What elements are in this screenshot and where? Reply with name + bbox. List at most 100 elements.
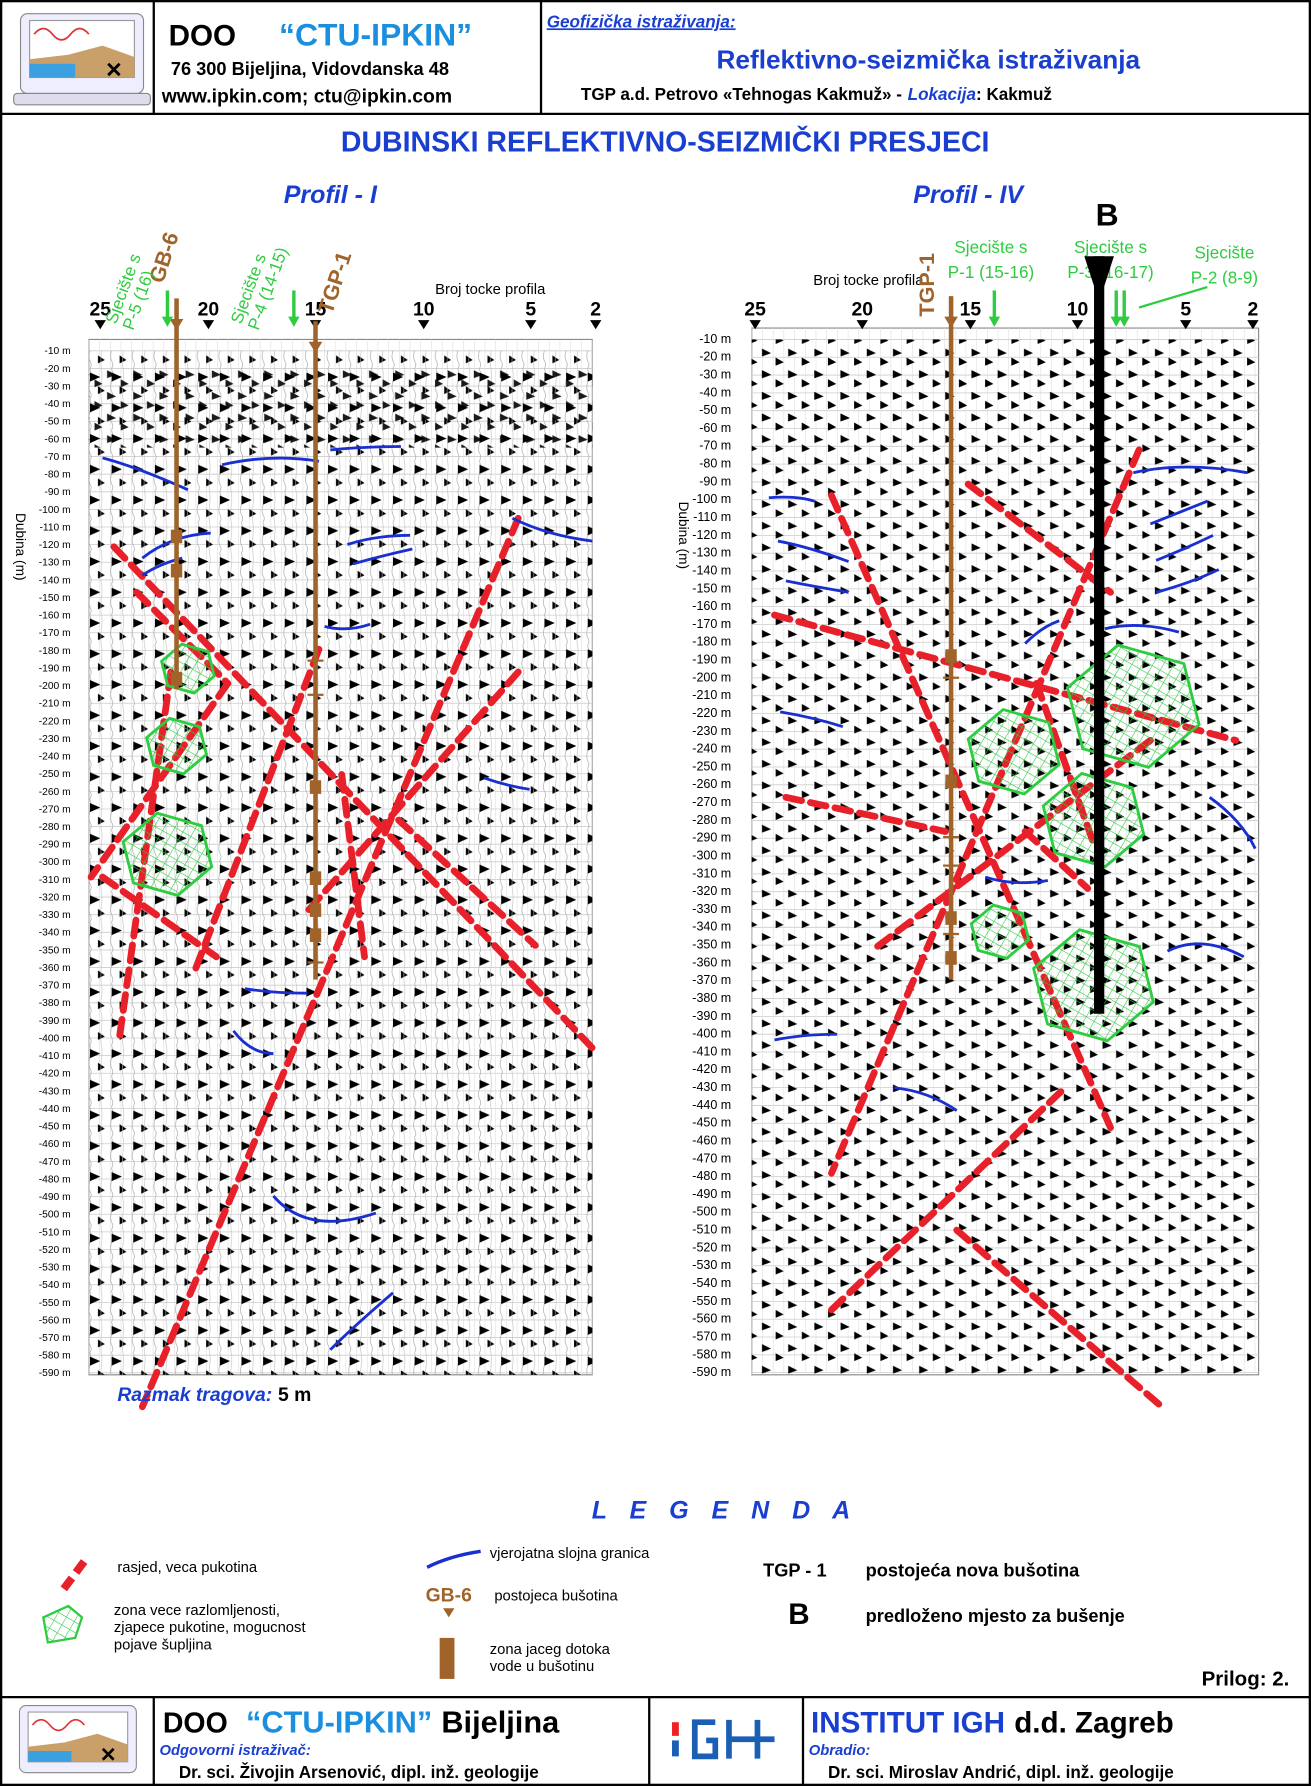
depth-label: -380 m — [692, 991, 731, 1005]
depth-label: -330 m — [692, 902, 731, 916]
depth-label: -130 m — [692, 546, 731, 560]
depth-label: -340 m — [39, 928, 71, 939]
well-label: TGP-1 — [914, 253, 939, 317]
depth-label: -480 m — [692, 1169, 731, 1183]
trace-axis-label: Broj tocke profila — [435, 282, 546, 298]
depth-label: -70 m — [699, 439, 731, 453]
depth-label: -180 m — [39, 646, 71, 657]
depth-label: -140 m — [39, 575, 71, 586]
trace-label: 25 — [744, 299, 766, 321]
legend-text: vode u bušotinu — [490, 1659, 594, 1675]
trace-axis-label: Broj tocke profila — [813, 273, 924, 289]
inflow-zone — [945, 951, 956, 965]
depth-label: -440 m — [692, 1098, 731, 1112]
depth-label: -560 m — [692, 1312, 731, 1326]
footer-role: Obradio: — [809, 1743, 871, 1759]
inflow-zone — [310, 871, 321, 885]
depth-label: -60 m — [44, 434, 70, 445]
legend-inflow — [440, 1638, 455, 1679]
trace-label: 5 — [1180, 299, 1191, 321]
depth-label: -100 m — [39, 505, 71, 516]
depth-label: -120 m — [39, 540, 71, 551]
depth-label: -230 m — [39, 734, 71, 745]
seismic-traces — [752, 339, 1259, 1374]
depth-label: -310 m — [692, 866, 731, 880]
depth-label: -430 m — [692, 1080, 731, 1094]
depth-label: -450 m — [39, 1122, 71, 1133]
depth-label: -530 m — [39, 1263, 71, 1274]
legend-text: zona vece razlomljenosti, — [114, 1603, 280, 1619]
trace-label: 20 — [198, 299, 220, 321]
legend-text: postojeca bušotina — [494, 1588, 618, 1604]
company-name: “CTU-IPKIN” — [279, 17, 472, 53]
depth-label: -280 m — [39, 822, 71, 833]
seismic-strong — [752, 357, 1259, 437]
legend-text: rasjed, veca pukotina — [117, 1560, 258, 1576]
depth-label: -550 m — [692, 1294, 731, 1308]
depth-label: -510 m — [692, 1223, 731, 1237]
inflow-zone — [310, 903, 321, 917]
trace-label: 2 — [590, 299, 601, 321]
legend-text: zjapece pukotine, mogucnost — [114, 1620, 306, 1636]
depth-label: -190 m — [692, 653, 731, 667]
legend-symbol: TGP - 1 — [763, 1560, 826, 1580]
category: Geofizička istraživanja: — [547, 12, 736, 31]
depth-label: -60 m — [699, 421, 731, 435]
depth-label: -150 m — [39, 593, 71, 604]
depth-label: -230 m — [692, 724, 731, 738]
depth-label: -540 m — [692, 1276, 731, 1290]
depth-label: -350 m — [39, 945, 71, 956]
depth-label: -90 m — [44, 487, 70, 498]
intersection-label: P-1 (15-16) — [948, 263, 1034, 282]
depth-label: -410 m — [692, 1044, 731, 1058]
trace-label: 10 — [1067, 299, 1089, 321]
footer-city: Bijeljina — [441, 1704, 560, 1739]
footer-role: Odgovorni istraživač: — [159, 1743, 310, 1759]
depth-label: -340 m — [692, 920, 731, 934]
location-label: Lokacija — [908, 85, 976, 104]
inflow-zone — [310, 928, 321, 942]
depth-label: -150 m — [692, 581, 731, 595]
depth-label: -390 m — [39, 1016, 71, 1027]
depth-label: -370 m — [692, 973, 731, 987]
address: 76 300 Bijeljina, Vidovdanska 48 — [171, 59, 449, 79]
depth-label: -80 m — [44, 470, 70, 481]
page: { "header": {"company_prefix": "DOO", "c… — [0, 0, 1311, 1786]
depth-label: -380 m — [39, 998, 71, 1009]
depth-label: -240 m — [39, 752, 71, 763]
depth-label: -180 m — [692, 635, 731, 649]
depth-label: -560 m — [39, 1315, 71, 1326]
legend-text: vjerojatna slojna granica — [490, 1546, 650, 1562]
legend-symbol: B — [788, 1598, 809, 1631]
footer-institute-suffix: d.d. Zagreb — [1014, 1706, 1174, 1739]
depth-label: -270 m — [39, 804, 71, 815]
depth-label: -290 m — [39, 840, 71, 851]
depth-label: -10 m — [699, 332, 731, 346]
depth-label: -210 m — [39, 699, 71, 710]
trace-label: 20 — [851, 299, 873, 321]
depth-label: -30 m — [44, 381, 70, 392]
depth-label: -20 m — [699, 350, 731, 364]
depth-label: -500 m — [692, 1205, 731, 1219]
footer-person: Dr. sci. Živojin Arsenović, dipl. inž. g… — [179, 1763, 539, 1782]
legend-text: zona jaceg dotoka — [490, 1642, 611, 1658]
depth-label: -250 m — [692, 759, 731, 773]
header-title: Reflektivno-seizmička istraživanja — [717, 44, 1141, 74]
footer-company-prefix: DOO — [163, 1707, 228, 1739]
depth-label: -530 m — [692, 1258, 731, 1272]
inflow-zone — [945, 911, 956, 925]
depth-label: -20 m — [44, 364, 70, 375]
legend-title: L E G E N D A — [592, 1496, 851, 1524]
inflow-zone — [945, 775, 956, 789]
depth-label: -160 m — [39, 611, 71, 622]
trace-spacing: 5 m — [278, 1384, 311, 1406]
depth-label: -400 m — [39, 1033, 71, 1044]
depth-label: -260 m — [692, 777, 731, 791]
depth-label: -490 m — [692, 1187, 731, 1201]
depth-label: -490 m — [39, 1192, 71, 1203]
depth-label: -300 m — [39, 857, 71, 868]
depth-label: -310 m — [39, 875, 71, 886]
depth-label: -550 m — [39, 1298, 71, 1309]
depth-label: -420 m — [692, 1062, 731, 1076]
depth-label: -300 m — [692, 848, 731, 862]
